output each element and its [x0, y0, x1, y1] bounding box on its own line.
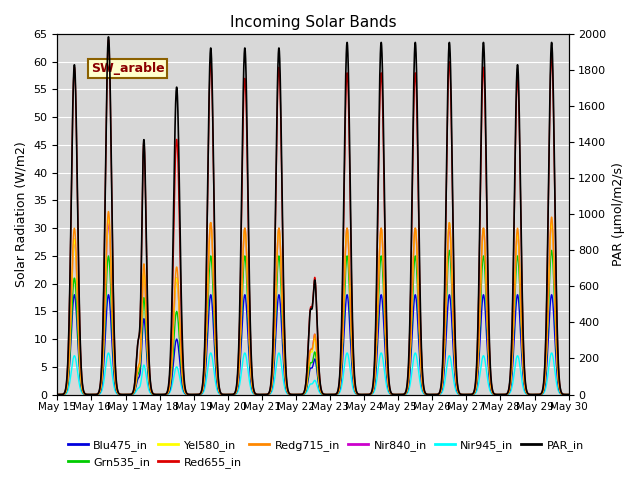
- Nir945_in: [399, 392, 407, 397]
- Red655_in: [104, 36, 112, 42]
- Nir945_in: [456, 392, 464, 397]
- PAR_in: [294, 392, 301, 397]
- Grn535_in: [428, 392, 435, 397]
- PAR_in: [292, 392, 300, 397]
- Nir840_in: [104, 220, 112, 226]
- Line: Yel580_in: Yel580_in: [58, 217, 568, 395]
- Nir840_in: [399, 392, 407, 397]
- Blu475_in: [428, 392, 435, 397]
- Y-axis label: Solar Radiation (W/m2): Solar Radiation (W/m2): [15, 142, 28, 287]
- Yel580_in: [292, 392, 300, 397]
- Grn535_in: [54, 392, 61, 397]
- PAR_in: [564, 392, 572, 397]
- Nir945_in: [292, 392, 300, 397]
- Yel580_in: [564, 392, 572, 397]
- Grn535_in: [292, 392, 300, 397]
- Nir840_in: [292, 392, 300, 397]
- Blu475_in: [456, 392, 464, 397]
- Red655_in: [399, 392, 407, 397]
- Grn535_in: [564, 392, 572, 397]
- Blu475_in: [292, 392, 300, 397]
- Nir945_in: [104, 350, 112, 356]
- Redg715_in: [399, 392, 407, 397]
- Legend: Blu475_in, Grn535_in, Yel580_in, Red655_in, Redg715_in, Nir840_in, Nir945_in, PA: Blu475_in, Grn535_in, Yel580_in, Red655_…: [63, 436, 589, 472]
- Line: Nir840_in: Nir840_in: [58, 223, 568, 395]
- Line: Red655_in: Red655_in: [58, 39, 568, 395]
- Nir840_in: [428, 392, 435, 397]
- Line: Blu475_in: Blu475_in: [58, 295, 568, 395]
- Line: Redg715_in: Redg715_in: [58, 212, 568, 395]
- Redg715_in: [456, 391, 464, 397]
- Nir840_in: [145, 378, 153, 384]
- PAR_in: [428, 392, 435, 397]
- Nir840_in: [456, 392, 464, 397]
- Red655_in: [294, 392, 301, 397]
- PAR_in: [399, 392, 407, 397]
- Redg715_in: [292, 392, 300, 397]
- PAR_in: [104, 34, 112, 40]
- Yel580_in: [104, 214, 112, 220]
- Grn535_in: [145, 380, 153, 386]
- PAR_in: [456, 391, 464, 397]
- Yel580_in: [145, 378, 153, 384]
- Blu475_in: [399, 392, 407, 397]
- Blu475_in: [54, 392, 61, 397]
- Red655_in: [428, 392, 435, 397]
- Blu475_in: [564, 392, 572, 397]
- Yel580_in: [564, 392, 572, 397]
- Yel580_in: [399, 392, 407, 397]
- Yel580_in: [54, 392, 61, 397]
- Yel580_in: [428, 392, 435, 397]
- Grn535_in: [445, 248, 453, 253]
- Red655_in: [292, 392, 300, 397]
- Nir945_in: [428, 392, 435, 397]
- Redg715_in: [428, 392, 435, 397]
- Yel580_in: [456, 391, 464, 397]
- Yel580_in: [294, 392, 301, 397]
- Redg715_in: [294, 392, 301, 397]
- Line: PAR_in: PAR_in: [58, 37, 568, 395]
- Text: SW_arable: SW_arable: [91, 62, 164, 75]
- Line: Grn535_in: Grn535_in: [58, 251, 568, 395]
- Nir945_in: [145, 388, 153, 394]
- Y-axis label: PAR (μmol/m2/s): PAR (μmol/m2/s): [612, 162, 625, 266]
- Nir840_in: [54, 392, 61, 397]
- Red655_in: [564, 392, 572, 397]
- PAR_in: [54, 392, 61, 397]
- Nir840_in: [564, 392, 572, 397]
- Redg715_in: [564, 392, 572, 397]
- Grn535_in: [456, 392, 464, 397]
- Title: Incoming Solar Bands: Incoming Solar Bands: [230, 15, 396, 30]
- PAR_in: [145, 363, 153, 369]
- Nir945_in: [54, 392, 61, 397]
- Grn535_in: [399, 392, 407, 397]
- Blu475_in: [70, 292, 78, 298]
- Blu475_in: [145, 384, 153, 389]
- Redg715_in: [54, 392, 61, 397]
- Blu475_in: [564, 392, 572, 397]
- Nir945_in: [564, 392, 572, 397]
- Redg715_in: [145, 377, 153, 383]
- Red655_in: [564, 392, 572, 397]
- Nir945_in: [294, 392, 301, 397]
- Grn535_in: [294, 392, 301, 397]
- PAR_in: [564, 392, 572, 397]
- Redg715_in: [104, 209, 112, 215]
- Red655_in: [54, 392, 61, 397]
- Redg715_in: [564, 392, 572, 397]
- Blu475_in: [294, 392, 301, 397]
- Line: Nir945_in: Nir945_in: [58, 353, 568, 395]
- Nir945_in: [564, 392, 572, 397]
- Red655_in: [145, 364, 153, 370]
- Grn535_in: [564, 392, 572, 397]
- Red655_in: [456, 391, 464, 397]
- Nir840_in: [564, 392, 572, 397]
- Nir840_in: [294, 392, 301, 397]
